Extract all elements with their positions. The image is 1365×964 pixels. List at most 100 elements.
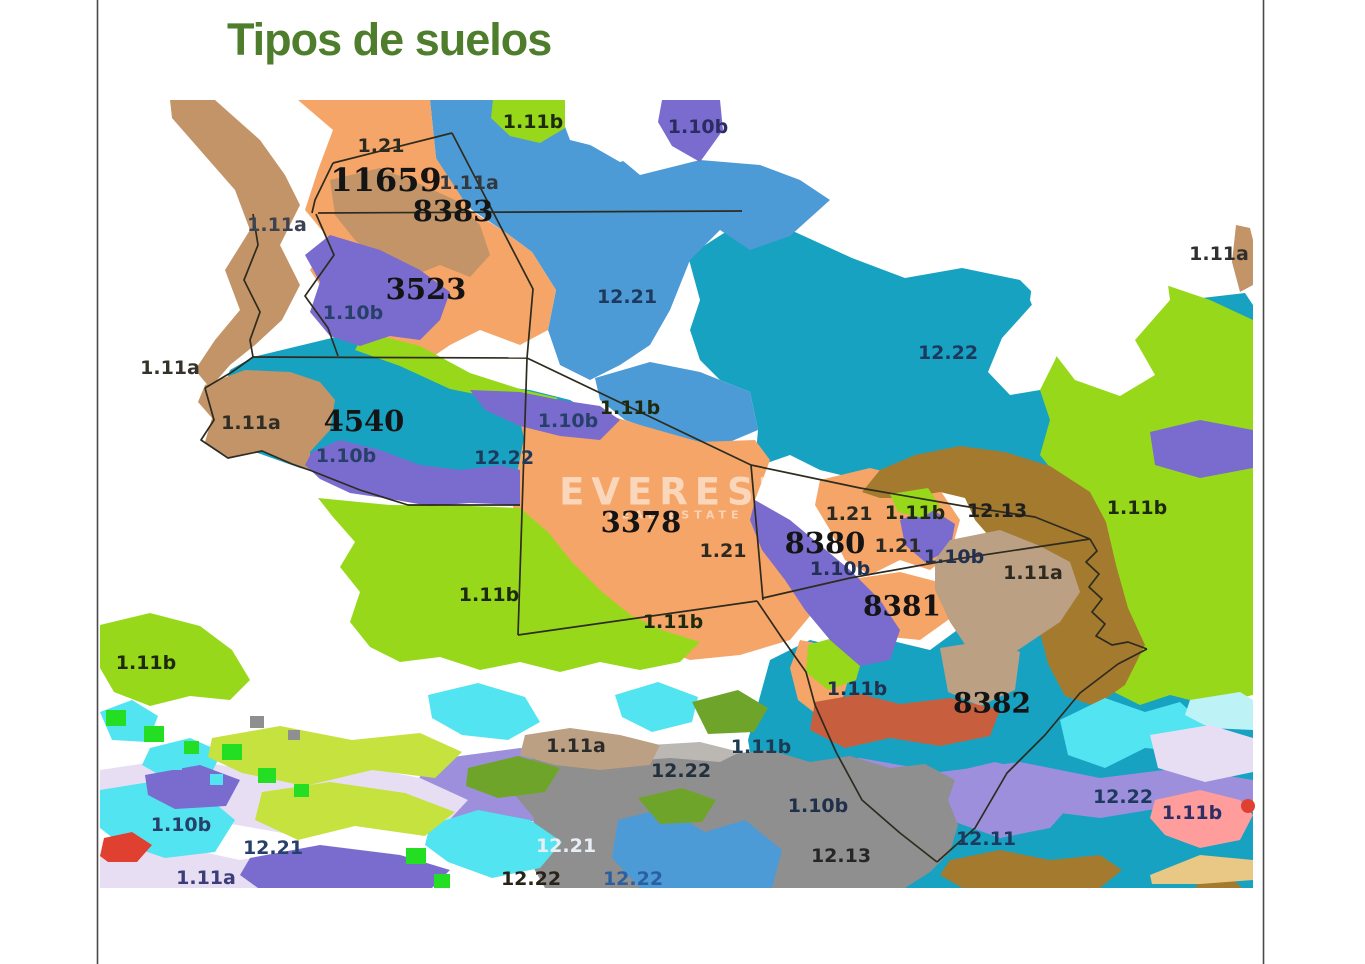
- soil-label: 1.11a: [176, 867, 236, 889]
- region-green-right: [1040, 283, 1253, 705]
- soil-label: 1.11b: [643, 611, 703, 633]
- pixel-square: [258, 768, 276, 783]
- watermark: EVEREST REAL ESTATE: [559, 471, 793, 522]
- region-tan-rightedge: [1232, 225, 1253, 292]
- tangrey-regions: [935, 530, 1080, 706]
- parcel-boundaries: [200, 132, 1148, 863]
- boundary-line: [936, 648, 1148, 863]
- pixel-square: [294, 784, 309, 797]
- parcel-label: 4540: [324, 404, 405, 438]
- boundary-line: [517, 357, 528, 636]
- region-ol1: [466, 756, 560, 798]
- parcel-label: 11659: [330, 161, 441, 199]
- pixel-square: [144, 726, 164, 742]
- boundary-line: [517, 600, 758, 636]
- soil-label: 12.22: [474, 447, 534, 469]
- watermark-tagline: REAL ESTATE: [608, 509, 743, 522]
- soil-label: 1.10b: [316, 445, 376, 467]
- page-title: Tipos de suelos: [227, 14, 552, 65]
- soil-label: 12.11: [956, 828, 1016, 850]
- sand-band: [1150, 855, 1253, 884]
- pixel-square: [210, 774, 223, 785]
- watermark-text: EVEREST: [559, 471, 793, 514]
- region-cyan-l5: [425, 810, 562, 878]
- brown-regions: [862, 446, 1145, 706]
- soil-label: 1.11a: [247, 214, 307, 236]
- soil-label: 1.11b: [503, 111, 563, 133]
- soil-label: 1.11a: [546, 735, 606, 757]
- boundary-line: [311, 470, 520, 506]
- region-ol2: [692, 690, 768, 734]
- soil-label: 1.11a: [1003, 562, 1063, 584]
- region-purple-small: [900, 508, 955, 562]
- region-teal-main: [688, 226, 1150, 480]
- boundary-line: [317, 210, 743, 214]
- region-white-top: [565, 100, 660, 162]
- region-green-band: [355, 332, 558, 409]
- soil-label: 12.22: [1093, 786, 1153, 808]
- boundary-line: [762, 538, 1091, 599]
- region-redbrown: [810, 694, 1000, 748]
- boundary-line: [200, 387, 313, 472]
- region-red-left: [100, 832, 152, 862]
- region-tan-blob: [198, 370, 335, 470]
- region-purple-left: [305, 235, 450, 346]
- red-dot-group: [1241, 799, 1255, 813]
- soil-label: 1.11b: [116, 652, 176, 674]
- soil-label: 1.11b: [827, 678, 887, 700]
- soil-label: 1.11b: [731, 736, 791, 758]
- region-cyan-l4: [428, 683, 540, 740]
- region-cyan-l6: [615, 682, 698, 732]
- pixel-square: [406, 848, 426, 864]
- parcel-label: 3523: [386, 272, 467, 306]
- soil-label: 1.11a: [140, 357, 200, 379]
- pixel-square: [184, 741, 199, 754]
- region-purple-finger: [470, 390, 620, 440]
- parcel-label: 8381: [863, 590, 941, 623]
- redbrown-band: [810, 694, 1000, 748]
- boundary-line: [750, 464, 764, 601]
- soil-label: 1.11a: [221, 412, 281, 434]
- pixel-square: [222, 744, 242, 760]
- region-orange-central: [445, 368, 815, 660]
- parcel-label: 3378: [601, 505, 682, 539]
- pixel-square: [288, 730, 300, 740]
- region-blue-top: [430, 100, 830, 380]
- soil-label: 1.21: [826, 503, 873, 525]
- boundary-line: [526, 357, 752, 466]
- soil-label: 12.13: [811, 845, 871, 867]
- soil-label: 12.21: [243, 837, 303, 859]
- soil-label: 1.11b: [459, 584, 519, 606]
- soil-label: 1.10b: [151, 814, 211, 836]
- region-white-bay: [1030, 250, 1170, 396]
- bottom-lavender-right: [1150, 725, 1253, 782]
- soil-label: 1.11a: [439, 172, 499, 194]
- soil-label: 1.10b: [810, 558, 870, 580]
- region-sand: [1150, 855, 1253, 884]
- region-brown-ridge: [862, 446, 1145, 706]
- boundary-line: [204, 356, 254, 389]
- boundary-line: [304, 213, 339, 357]
- region-blue-mid: [595, 362, 758, 446]
- region-brown-bottom: [940, 850, 1122, 888]
- soil-label: 1.21: [700, 540, 747, 562]
- region-tan-streak: [520, 728, 660, 770]
- pixel-squares-green: [106, 710, 450, 888]
- region-purple-rightband: [1150, 420, 1253, 478]
- pixel-square: [434, 874, 450, 888]
- pixel-square: [250, 716, 264, 728]
- region-green-central: [318, 498, 700, 672]
- soil-label: 1.10b: [788, 795, 848, 817]
- pixel-square: [106, 710, 126, 726]
- blue-regions: [430, 100, 830, 446]
- region-purple-top: [658, 100, 723, 162]
- region-plight-mid: [935, 762, 1075, 838]
- soil-label: 1.11b: [600, 397, 660, 419]
- soil-label: 12.22: [603, 868, 663, 890]
- parcel-label: 8382: [953, 687, 1031, 720]
- parcel-label: 8383: [413, 194, 494, 228]
- soil-label: 1.10b: [538, 410, 598, 432]
- region-blue-bottom: [612, 808, 782, 888]
